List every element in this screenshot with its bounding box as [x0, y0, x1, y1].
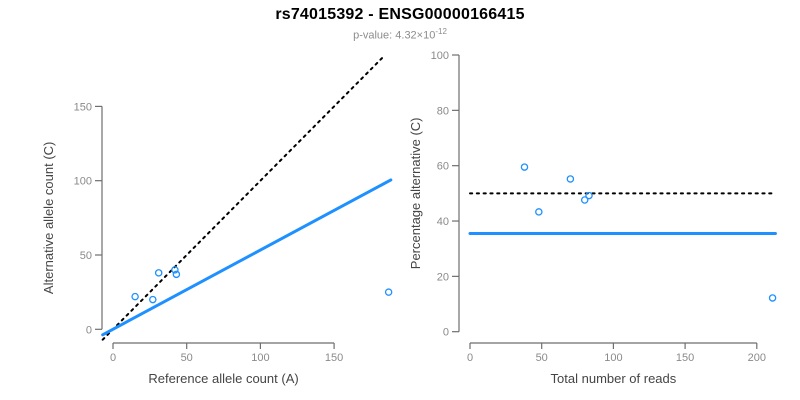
y-tick-label: 50	[80, 250, 92, 262]
x-tick-label: 0	[467, 352, 473, 364]
y-tick-label: 100	[74, 176, 92, 188]
x-tick-label: 100	[604, 352, 622, 364]
data-point	[172, 270, 181, 279]
data-point	[131, 292, 139, 301]
x-axis-title: Total number of reads	[551, 371, 677, 386]
data-point	[171, 266, 179, 274]
x-tick-label: 150	[676, 352, 694, 364]
y-tick-label: 80	[437, 105, 449, 117]
data-point	[535, 208, 543, 216]
data-point	[768, 294, 777, 302]
fitted-proportion-line	[101, 178, 393, 337]
data-point	[384, 288, 393, 296]
x-tick-label: 50	[536, 352, 548, 364]
data-point	[149, 295, 157, 304]
data-point	[585, 191, 593, 200]
y-tick-label: 40	[437, 216, 449, 228]
data-point	[566, 175, 575, 183]
data-point	[580, 196, 589, 204]
identity-line	[101, 54, 386, 341]
x-tick-label: 150	[325, 352, 343, 364]
y-tick-label: 60	[437, 161, 449, 173]
y-tick-label: 0	[443, 327, 449, 339]
y-tick-label: 100	[431, 50, 449, 62]
y-tick-label: 20	[437, 271, 449, 283]
y-tick-label: 150	[74, 101, 92, 113]
x-axis-title: Reference allele count (A)	[148, 371, 298, 386]
y-axis-title: Alternative allele count (C)	[41, 142, 56, 294]
x-tick-label: 200	[748, 352, 766, 364]
data-point	[154, 269, 163, 277]
x-tick-label: 0	[110, 352, 116, 364]
data-point	[520, 163, 529, 171]
x-tick-label: 50	[181, 352, 193, 364]
y-tick-label: 0	[86, 324, 92, 336]
y-axis-title: Percentage alternative (C)	[408, 117, 423, 269]
x-tick-label: 100	[251, 352, 269, 364]
